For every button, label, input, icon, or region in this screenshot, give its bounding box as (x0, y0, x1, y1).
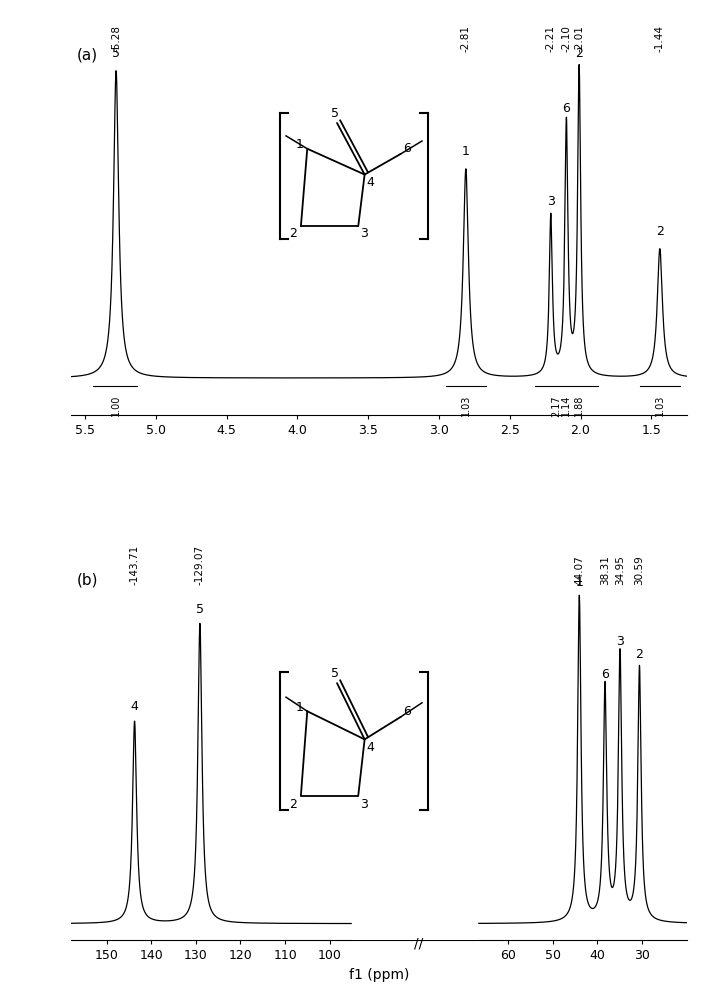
Text: 5: 5 (331, 667, 339, 680)
Text: 1: 1 (576, 576, 583, 589)
Text: 5: 5 (196, 603, 204, 616)
Text: 1: 1 (296, 701, 304, 714)
Text: -129.07: -129.07 (195, 544, 205, 585)
Text: 3: 3 (616, 635, 624, 648)
Text: 2.17: 2.17 (552, 395, 561, 417)
Text: -2.01: -2.01 (574, 25, 584, 52)
Text: 3: 3 (360, 227, 367, 240)
Text: 3: 3 (360, 798, 367, 811)
Text: (a): (a) (77, 47, 98, 62)
Text: 5: 5 (112, 47, 120, 60)
Text: -2.21: -2.21 (546, 25, 556, 52)
Text: 4: 4 (366, 741, 374, 754)
Text: -2.10: -2.10 (561, 25, 571, 52)
Text: 5: 5 (331, 107, 339, 120)
Text: 4: 4 (131, 700, 139, 713)
Text: 2: 2 (636, 648, 644, 661)
Text: 2: 2 (290, 227, 297, 240)
Text: 6: 6 (403, 142, 411, 155)
Text: -5.28: -5.28 (111, 25, 121, 52)
Text: 1.03: 1.03 (655, 395, 665, 416)
Text: 1.88: 1.88 (574, 395, 584, 416)
Text: 2: 2 (575, 47, 583, 60)
Text: 38.31: 38.31 (600, 555, 610, 585)
Text: 2: 2 (656, 225, 664, 238)
Bar (352, 565, 477, 940)
Text: 1: 1 (462, 145, 470, 158)
Text: 1: 1 (296, 138, 304, 151)
Text: 34.95: 34.95 (615, 555, 625, 585)
Text: 44.07: 44.07 (574, 555, 584, 585)
Text: 1.14: 1.14 (561, 395, 571, 416)
Text: 6: 6 (601, 668, 609, 681)
Text: -143.71: -143.71 (130, 544, 139, 585)
Text: 1.03: 1.03 (461, 395, 471, 416)
Text: 4: 4 (366, 176, 374, 189)
Text: 2: 2 (290, 798, 297, 811)
Text: 30.59: 30.59 (634, 555, 644, 585)
Text: 1.00: 1.00 (111, 395, 121, 416)
Text: 6: 6 (562, 102, 571, 115)
Text: //: // (414, 937, 423, 951)
Text: (b): (b) (77, 572, 98, 588)
Text: -2.81: -2.81 (461, 25, 471, 52)
Text: 3: 3 (547, 195, 555, 208)
X-axis label: f1 (ppm): f1 (ppm) (348, 968, 409, 982)
Text: 6: 6 (403, 705, 411, 718)
Text: -1.44: -1.44 (655, 25, 665, 52)
